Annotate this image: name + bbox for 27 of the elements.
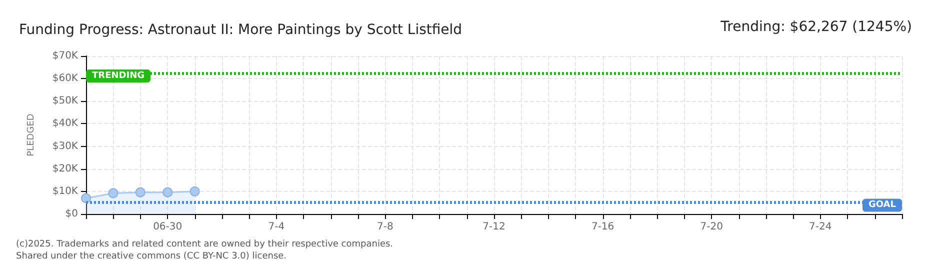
point <box>190 186 200 196</box>
x-tick-label: 06-30 <box>153 222 182 232</box>
ref-line-label: TRENDING <box>92 70 144 81</box>
y-tick-label: $0 <box>65 208 78 220</box>
ref-line-label: GOAL <box>868 200 896 210</box>
x-tick-label: 7-16 <box>591 222 614 232</box>
x-tick-label: 7-8 <box>377 222 394 232</box>
x-tick-label: 7-24 <box>809 222 832 232</box>
point <box>135 187 146 198</box>
text: Shared under the creative commons (CC BY-NC 3.0) license. <box>16 252 287 262</box>
point <box>162 187 173 198</box>
y-tick-label: $10K <box>52 186 78 197</box>
x-tick-label: 7-12 <box>482 222 506 232</box>
text: Trending: $62,267 (1245%) <box>720 19 912 35</box>
point <box>81 193 91 204</box>
point <box>108 188 118 198</box>
chart-title: Funding Progress: Astronaut II: More Paintings by Scott Listfield <box>19 22 462 38</box>
y-tick-label: $50K <box>52 96 78 107</box>
text: (c)2025. Trademarks and related content are owned by their respective companies. <box>16 240 394 250</box>
y-tick-label: $20K <box>52 163 78 174</box>
x-tick-label: 7-20 <box>700 222 723 232</box>
y-tick-label: $40K <box>52 118 78 130</box>
y-tick-label: $30K <box>52 140 78 152</box>
x-tick-label: 7-4 <box>268 222 285 232</box>
y-axis-title: PLEDGED <box>26 114 36 156</box>
y-tick-label: $60K <box>52 73 78 84</box>
y-tick-label: $70K <box>52 50 78 62</box>
